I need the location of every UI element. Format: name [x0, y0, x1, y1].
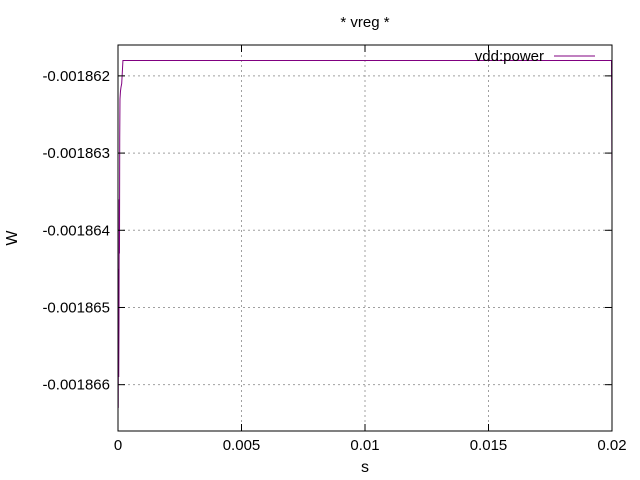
tick-labels: 0 0.005 0.01 0.015 0.02 -0.001862 -0.001863 -0.… — [42, 68, 626, 454]
y-tick-label: -0.001862 — [42, 68, 110, 85]
ticks — [117, 45, 613, 431]
grid — [118, 45, 612, 431]
x-tick-label: 0.005 — [223, 437, 261, 454]
legend: vdd:power — [475, 48, 595, 65]
y-axis-title: W — [4, 230, 21, 246]
x-tick-label: 0.02 — [597, 437, 626, 454]
x-axis-title: s — [361, 459, 369, 476]
y-tick-label: -0.001864 — [42, 222, 110, 239]
x-tick-label: 0.015 — [470, 437, 508, 454]
y-tick-label: -0.001865 — [42, 299, 110, 316]
legend-label: vdd:power — [475, 48, 544, 65]
chart-title: * vreg * — [340, 14, 389, 31]
plot-frame — [117, 44, 613, 432]
x-tick-label: 0 — [114, 437, 122, 454]
y-tick-label: -0.001866 — [42, 377, 110, 394]
x-tick-label: 0.01 — [350, 437, 379, 454]
y-tick-label: -0.001863 — [42, 145, 110, 162]
